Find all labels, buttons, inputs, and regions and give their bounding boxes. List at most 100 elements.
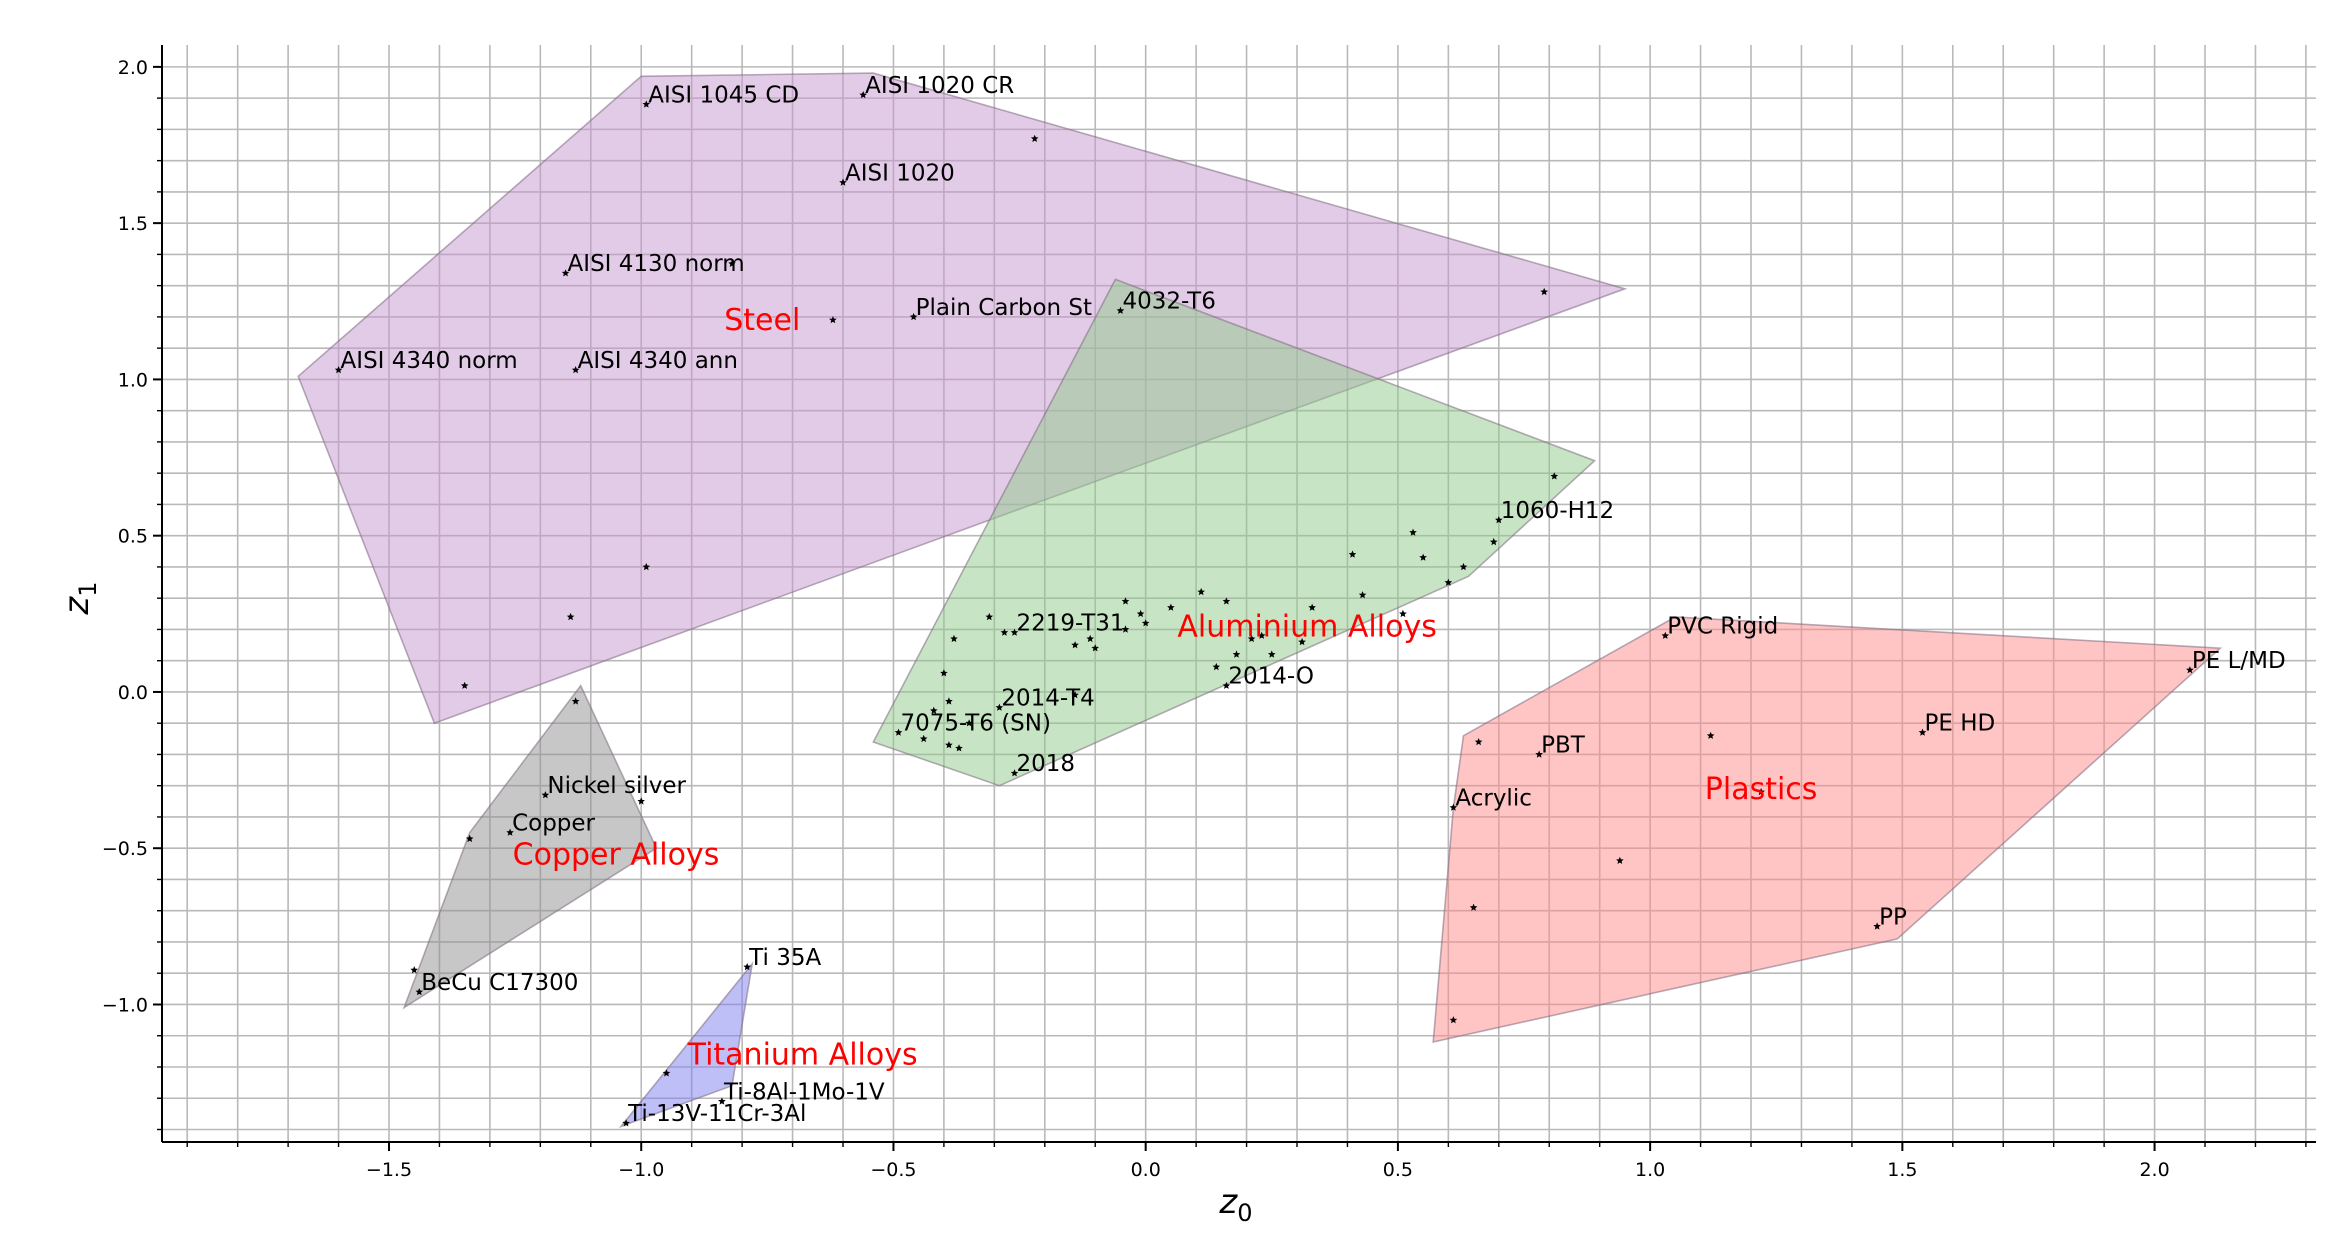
data-point <box>460 681 469 689</box>
data-point-nickel-silver <box>541 791 550 799</box>
data-point <box>1616 856 1624 864</box>
data-point <box>1409 528 1417 536</box>
group-label-steel: Steel <box>724 303 800 338</box>
data-point <box>566 612 575 621</box>
data-point <box>1298 637 1306 646</box>
y-tick-label: −0.5 <box>102 838 148 860</box>
x-tick-label: 1.5 <box>1887 1159 1917 1181</box>
data-point <box>1474 738 1483 746</box>
point-label: Acrylic <box>1455 786 1531 812</box>
data-point <box>1706 731 1715 739</box>
data-point <box>1419 553 1427 561</box>
point-label: PE HD <box>1925 711 1996 737</box>
data-point <box>1358 591 1367 599</box>
x-tick-label: 0.5 <box>1383 1159 1413 1181</box>
region-plastics <box>1432 616 2223 1044</box>
data-point <box>1489 537 1498 546</box>
x-tick-label: −0.5 <box>870 1159 916 1181</box>
data-point-aisi-1020 <box>839 178 847 186</box>
data-point <box>571 697 580 705</box>
data-point-ti-8al-1mo-1v <box>718 1097 726 1105</box>
data-point-ti-35a <box>743 963 751 971</box>
point-label: 4032-T6 <box>1122 289 1215 315</box>
data-point <box>1348 550 1357 558</box>
data-point <box>728 259 736 267</box>
data-point <box>1197 587 1205 596</box>
data-point-aisi-4130-norm <box>561 269 570 277</box>
point-label: 2014-T4 <box>1001 686 1094 712</box>
x-axis-label: z0 <box>1218 1182 1252 1227</box>
point-label: PE L/MD <box>2192 648 2286 674</box>
y-tick-label: 2.0 <box>118 57 148 79</box>
data-point <box>1071 691 1079 699</box>
point-label: AISI 1045 CD <box>648 82 799 108</box>
y-tick-label: 0.5 <box>118 526 148 548</box>
data-point <box>1212 662 1221 671</box>
data-point-copper <box>506 828 514 836</box>
data-point <box>1222 597 1231 605</box>
x-tick-label: 0.0 <box>1131 1159 1161 1181</box>
data-point <box>1540 287 1548 296</box>
data-point-4032-t6 <box>1116 306 1125 314</box>
data-point-ti-13v-11cr-3al <box>622 1119 630 1127</box>
y-axis-label: z1 <box>57 581 102 615</box>
point-label: 2018 <box>1017 751 1076 777</box>
data-point <box>1121 625 1130 633</box>
data-point <box>1459 562 1468 571</box>
data-point <box>1167 603 1175 611</box>
data-point-7075-t6-sn- <box>894 728 903 736</box>
point-label: Ti-13V-11Cr-3Al <box>627 1101 806 1127</box>
group-label-copper-alloys: Copper Alloys <box>513 837 720 872</box>
point-label: AISI 4130 norm <box>568 251 745 277</box>
data-point <box>1000 628 1009 636</box>
point-label: 2219-T31 <box>1017 611 1125 637</box>
data-point-1060-h12 <box>1495 516 1503 524</box>
x-tick-label: 1.0 <box>1635 1159 1665 1181</box>
point-label: BeCu C17300 <box>421 970 578 996</box>
point-label: 1060-H12 <box>1501 498 1614 524</box>
group-regions <box>297 72 2223 1129</box>
data-point <box>1757 788 1765 796</box>
point-label: AISI 4340 norm <box>341 348 518 374</box>
data-point <box>1136 609 1145 618</box>
group-label-titanium-alloys: Titanium Alloys <box>687 1037 918 1072</box>
axes: −1.5 −1.0 −0.5 0.0 0.5 1.0 1.5 2.0 −1.0 −0.5 0.0 0.… <box>102 45 2316 1181</box>
data-point <box>1141 619 1150 627</box>
region-copper-alloys <box>402 684 658 1010</box>
x-tick-label: 2.0 <box>2139 1159 2169 1181</box>
group-label-plastics: Plastics <box>1705 772 1818 807</box>
point-label: Ti-8Al-1Mo-1V <box>723 1079 885 1105</box>
data-point <box>1550 472 1559 480</box>
point-label: AISI 1020 <box>845 161 955 187</box>
data-point <box>642 562 651 571</box>
point-labels: AISI 1045 CD AISI 1020 CR AISI 1020 AISI 41… <box>341 73 2286 1127</box>
region-aluminium-alloys <box>872 278 1597 787</box>
data-point <box>1308 603 1316 611</box>
data-point <box>1091 644 1099 652</box>
data-point-2018 <box>1010 769 1019 777</box>
point-label: 7075-T6 (SN) <box>900 711 1050 737</box>
data-point <box>940 669 948 677</box>
data-point-2219-t31 <box>1010 628 1019 636</box>
data-point <box>1030 134 1039 142</box>
region-titanium-alloys <box>618 961 754 1129</box>
data-point <box>1469 903 1478 911</box>
data-point <box>1268 650 1276 658</box>
data-point <box>662 1069 671 1077</box>
data-point <box>465 834 474 843</box>
point-label: Nickel silver <box>547 773 686 799</box>
data-point <box>1071 641 1079 649</box>
data-point <box>985 612 994 621</box>
group-label-aluminium-alloys: Aluminium Alloys <box>1177 609 1436 644</box>
data-point <box>950 634 958 643</box>
data-point <box>829 316 837 324</box>
point-label: PBT <box>1541 732 1586 758</box>
data-point-aisi-1020-cr <box>859 91 867 99</box>
data-point-2014-o <box>1222 681 1231 689</box>
data-point <box>930 706 938 714</box>
data-points <box>334 91 2194 1127</box>
group-labels: Steel Aluminium Alloys Plastics Copper Allo… <box>513 303 1818 1072</box>
y-tick-label: 1.5 <box>118 213 148 235</box>
point-label: PVC Rigid <box>1667 614 1778 640</box>
